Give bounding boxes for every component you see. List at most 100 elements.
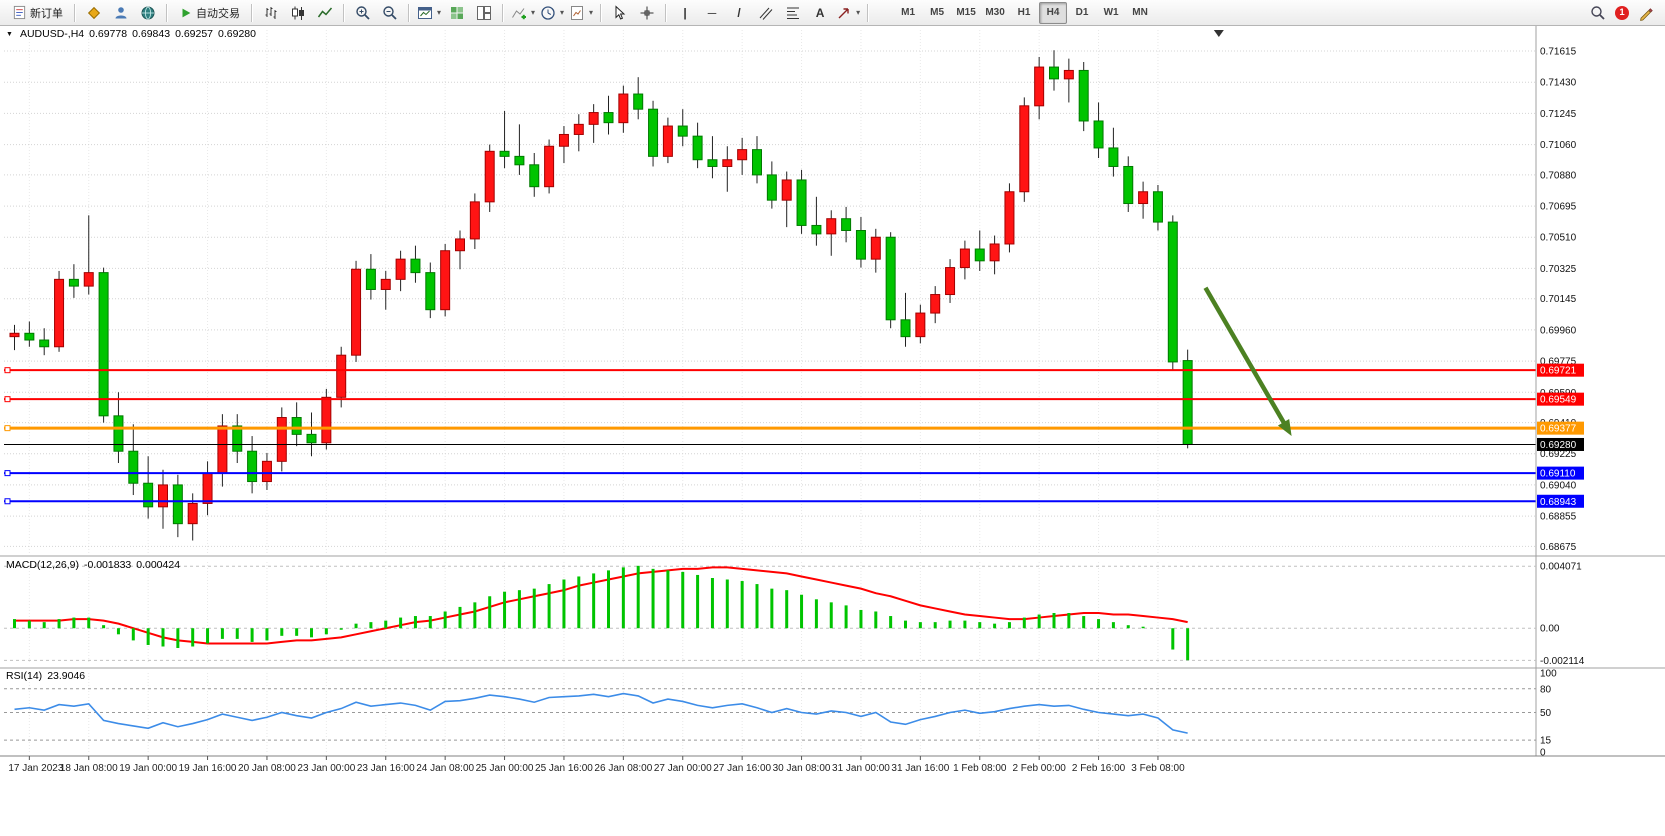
trendline-icon: / — [737, 5, 741, 20]
search-button[interactable] — [1585, 2, 1611, 24]
edit-button[interactable] — [1633, 2, 1659, 24]
chart-shift-marker[interactable] — [1213, 30, 1224, 37]
svg-text:0.70880: 0.70880 — [1540, 170, 1577, 181]
timeframe-w1-button[interactable]: W1 — [1103, 7, 1119, 18]
horizontal-line-icon: ─ — [707, 5, 717, 20]
horizontal-line-tool-button[interactable]: ─ — [699, 2, 725, 24]
text-tool-icon: A — [815, 5, 825, 20]
svg-text:50: 50 — [1540, 708, 1552, 719]
svg-text:0.71060: 0.71060 — [1540, 140, 1577, 151]
svg-text:23 Jan 16:00: 23 Jan 16:00 — [357, 763, 415, 774]
equidistant-channel-icon — [759, 7, 773, 20]
trend-arrow[interactable] — [1203, 286, 1292, 437]
timeframe-d1-button[interactable]: D1 — [1075, 7, 1089, 18]
new-chart-button[interactable]: ▾ — [415, 2, 443, 24]
profiles-button[interactable] — [444, 2, 470, 24]
svg-text:0.69040: 0.69040 — [1540, 480, 1577, 491]
toolbar-separator — [251, 3, 253, 22]
toolbar-separator — [600, 3, 603, 22]
zoom-out-button[interactable] — [377, 2, 403, 24]
timeframe-group: M1 M5 M15 M30 H1 H4 D1 W1 MN — [894, 1, 1154, 24]
svg-text:0.004071: 0.004071 — [1540, 562, 1582, 573]
crosshair-button[interactable] — [634, 2, 660, 24]
template-doc-icon — [571, 5, 584, 20]
timeframe-m5-button[interactable]: M5 — [930, 7, 945, 18]
svg-text:0.71615: 0.71615 — [1540, 47, 1577, 58]
rsi-line — [14, 692, 1188, 734]
profiles-tiles-icon — [451, 6, 464, 19]
price-level-label — [1537, 363, 1584, 377]
bar-chart-type-button[interactable] — [258, 2, 284, 24]
new-order-icon — [13, 5, 26, 20]
auto-trading-label: 自动交易 — [196, 7, 240, 20]
timeframe-m1-button[interactable]: M1 — [901, 7, 916, 18]
svg-text:0.71245: 0.71245 — [1540, 109, 1577, 120]
svg-text:25 Jan 00:00: 25 Jan 00:00 — [476, 763, 534, 774]
macd-panel: 0.004071 0.00 -0.002114 — [4, 562, 1585, 667]
rsi-name: RSI(14) — [6, 670, 43, 682]
line-chart-type-button[interactable] — [312, 2, 338, 24]
timeframe-mn-button[interactable]: MN — [1132, 7, 1148, 18]
toolbar-separator — [408, 3, 410, 22]
horizontal-level-lines[interactable]: 0.69721 0.69549 0.69377 0.69280 0.69110 0.689… — [4, 363, 1584, 508]
trendline-tool-button[interactable]: / — [726, 2, 752, 24]
timeframe-m15-button[interactable]: M15 — [956, 7, 976, 18]
zoom-in-button[interactable] — [350, 2, 376, 24]
new-order-button[interactable]: 新订单 — [6, 2, 69, 24]
toolbar-separator — [74, 3, 76, 22]
line-chart-icon — [317, 7, 333, 17]
one-click-trading-toggle[interactable]: ▼ — [6, 30, 13, 38]
rsi-panel: 100 80 50 150 — [4, 669, 1557, 759]
candlestick-type-button[interactable] — [285, 2, 311, 24]
tile-windows-button[interactable] — [471, 2, 497, 24]
toolbar-separator — [867, 3, 870, 22]
templates-button[interactable]: ▾ — [567, 2, 595, 24]
auto-trading-button[interactable]: 自动交易 — [173, 2, 246, 24]
ohlc-close: 0.69280 — [218, 28, 256, 40]
channel-tool-button[interactable] — [753, 2, 779, 24]
svg-text:31 Jan 16:00: 31 Jan 16:00 — [891, 763, 949, 774]
add-indicator-icon — [512, 7, 527, 19]
svg-text:19 Jan 16:00: 19 Jan 16:00 — [179, 763, 237, 774]
panel-dividers[interactable] — [0, 26, 1665, 756]
vertical-line-icon: | — [683, 5, 687, 20]
new-order-label: 新订单 — [30, 7, 63, 20]
chart-canvas[interactable]: 0.71615 0.71430 0.71245 0.71060 0.70880 0.706… — [0, 26, 1665, 836]
svg-text:3 Feb 08:00: 3 Feb 08:00 — [1131, 763, 1185, 774]
svg-text:0.69549: 0.69549 — [1540, 395, 1577, 406]
arrows-tool-button[interactable]: ▾ — [834, 2, 862, 24]
chart-plot-area[interactable] — [0, 26, 1536, 756]
svg-text:0.70145: 0.70145 — [1540, 294, 1577, 305]
macd-name: MACD(12,26,9) — [6, 559, 79, 571]
macd-signal-line — [14, 566, 1188, 645]
price-level-label — [1537, 437, 1584, 451]
clock-icon — [541, 5, 555, 20]
chevron-down-icon: ▾ — [856, 8, 861, 17]
svg-text:0.69225: 0.69225 — [1540, 449, 1577, 460]
svg-text:17 Jan 2023: 17 Jan 2023 — [8, 763, 63, 774]
vertical-line-tool-button[interactable]: | — [672, 2, 698, 24]
periods-button[interactable]: ▾ — [538, 2, 566, 24]
timeframe-h4-button[interactable]: H4 — [1039, 1, 1068, 24]
svg-text:0: 0 — [1540, 748, 1546, 759]
indicators-button[interactable]: ▾ — [509, 2, 537, 24]
text-tool-button[interactable]: A — [807, 2, 833, 24]
svg-text:30 Jan 08:00: 30 Jan 08:00 — [773, 763, 831, 774]
fibonacci-tool-button[interactable] — [780, 2, 806, 24]
navigator-person-icon — [115, 6, 127, 18]
svg-text:80: 80 — [1540, 684, 1552, 695]
timeframe-m30-button[interactable]: M30 — [985, 7, 1005, 18]
market-watch-button[interactable] — [81, 2, 107, 24]
svg-text:26 Jan 08:00: 26 Jan 08:00 — [594, 763, 652, 774]
notification-badge[interactable]: 1 — [1615, 5, 1629, 20]
cursor-button[interactable] — [607, 2, 633, 24]
timeframe-h1-button[interactable]: H1 — [1017, 7, 1031, 18]
zoom-in-icon — [356, 5, 370, 20]
search-icon — [1591, 5, 1605, 20]
terminal-button[interactable] — [135, 2, 161, 24]
svg-text:19 Jan 00:00: 19 Jan 00:00 — [119, 763, 177, 774]
price-level-label — [1537, 421, 1584, 435]
navigator-button[interactable] — [108, 2, 134, 24]
svg-text:25 Jan 16:00: 25 Jan 16:00 — [535, 763, 593, 774]
